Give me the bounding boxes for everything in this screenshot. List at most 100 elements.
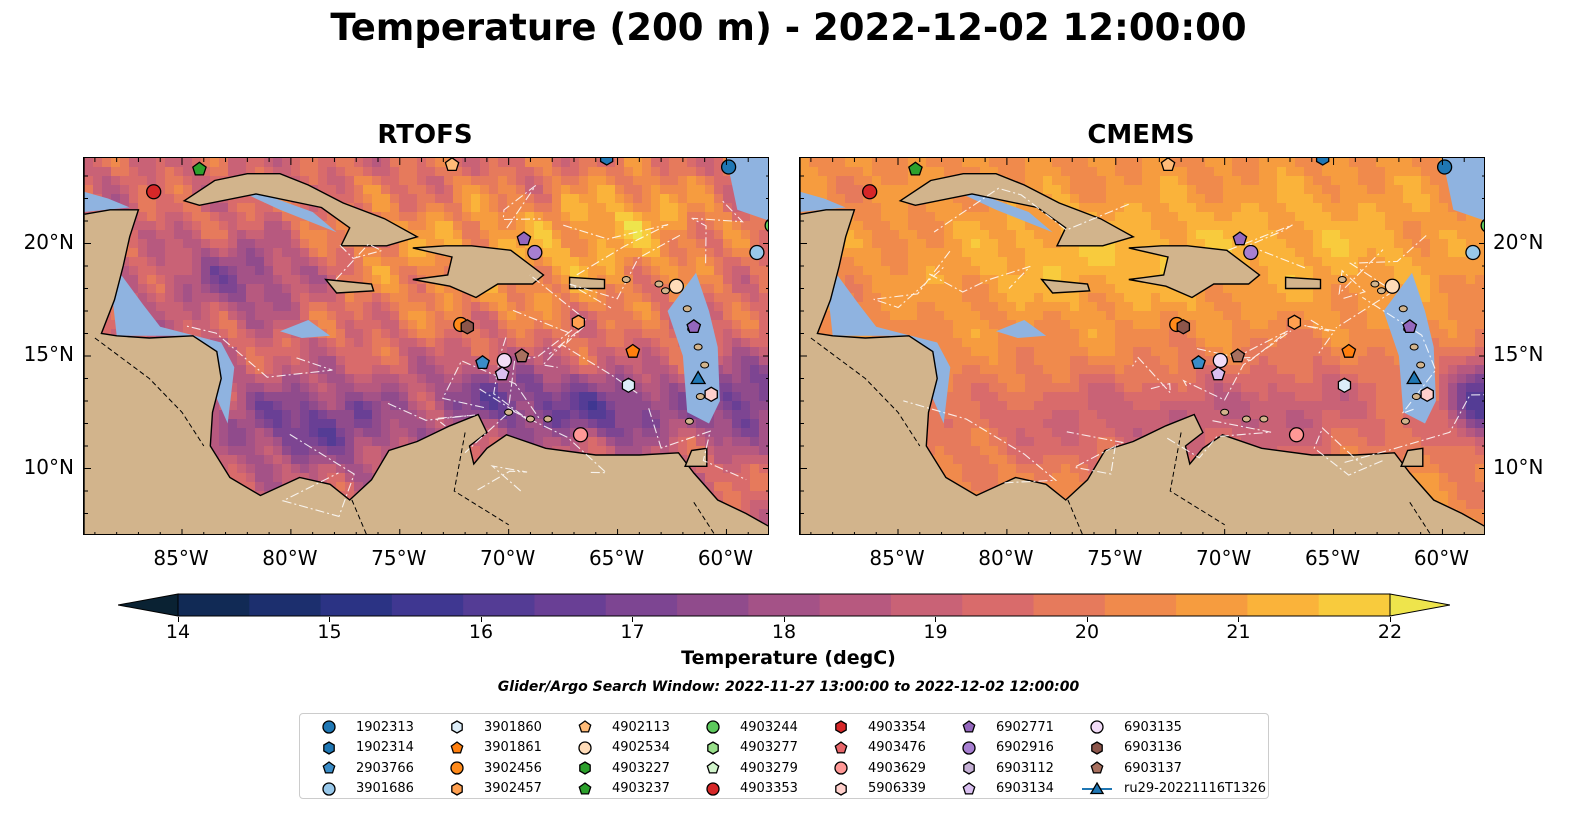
legend-item: 1902314 <box>314 738 414 758</box>
argo-float-marker[interactable] <box>1465 244 1481 261</box>
map-rtofs[interactable] <box>83 157 769 535</box>
argo-float-marker[interactable] <box>1315 158 1330 166</box>
legend-marker-icon <box>834 761 848 775</box>
legend-item: 6902916 <box>954 738 1054 758</box>
argo-float-marker[interactable] <box>1232 231 1248 246</box>
argo-float-marker[interactable] <box>686 318 702 334</box>
colorbar-tick-mark <box>1086 617 1088 622</box>
argo-float-marker[interactable] <box>146 184 162 200</box>
argo-float-marker[interactable] <box>1384 278 1401 294</box>
legend-marker-icon <box>322 761 336 774</box>
colorbar-extend-low <box>117 593 179 617</box>
argo-float-marker[interactable] <box>1480 219 1485 233</box>
argo-float-marker[interactable] <box>1402 318 1418 334</box>
legend-marker-icon <box>962 720 976 733</box>
argo-float-marker[interactable] <box>460 319 475 335</box>
argo-float-marker[interactable] <box>192 161 207 176</box>
legend-label: 6903137 <box>1124 760 1182 776</box>
legend-item: 3902457 <box>442 779 542 799</box>
colorbar-bin <box>890 594 963 616</box>
legend-item: 6903134 <box>954 779 1054 799</box>
legend-item: 4903244 <box>698 717 798 737</box>
lat-tick-label: 10°N <box>23 454 74 479</box>
legend-label: 4903277 <box>740 740 798 755</box>
legend-item: 3901860 <box>442 717 542 737</box>
legend-label: 2903766 <box>356 760 414 776</box>
argo-float-marker[interactable] <box>475 354 490 370</box>
legend-marker-icon <box>578 781 592 795</box>
legend-label: 3902456 <box>484 760 542 776</box>
legend-label: 1902313 <box>356 719 414 735</box>
lat-tick-label: 20°N <box>23 229 74 254</box>
argo-float-marker[interactable] <box>1287 314 1302 331</box>
argo-float-marker[interactable] <box>1436 159 1453 175</box>
argo-float-marker[interactable] <box>1191 354 1206 370</box>
legend-marker-icon <box>578 740 592 755</box>
argo-float-marker[interactable] <box>444 158 460 172</box>
argo-float-marker[interactable] <box>1212 352 1228 369</box>
argo-float-marker[interactable] <box>572 427 589 443</box>
colorbar-tick-label: 20 <box>1074 621 1100 643</box>
legend-item: 6903135 <box>1082 717 1182 737</box>
legend-label: 4903227 <box>612 760 670 776</box>
argo-float-marker[interactable] <box>1210 366 1226 381</box>
argo-float-marker[interactable] <box>1160 158 1176 172</box>
country-borders <box>810 337 1431 534</box>
argo-float-marker[interactable] <box>1176 319 1191 335</box>
argo-float-marker[interactable] <box>1337 377 1352 394</box>
argo-float-marker[interactable] <box>1243 244 1259 261</box>
colorbar-tick-mark <box>329 617 330 622</box>
legend-label: 1902314 <box>356 740 414 755</box>
lon-tick-label: 60°W <box>1413 546 1470 570</box>
argo-float-marker[interactable] <box>621 377 636 394</box>
argo-float-marker[interactable] <box>1288 427 1305 443</box>
float-markers <box>146 158 769 443</box>
glider-marker[interactable] <box>690 370 707 385</box>
colorbar-tick-mark <box>480 617 482 622</box>
argo-float-marker[interactable] <box>1341 343 1357 358</box>
colorbar-bin <box>962 594 1035 616</box>
argo-float-marker[interactable] <box>704 386 718 403</box>
legend-item: 6902771 <box>954 717 1054 737</box>
argo-float-marker[interactable] <box>527 244 543 261</box>
search-window-note: Glider/Argo Search Window: 2022-11-27 13… <box>497 679 1080 695</box>
argo-float-marker[interactable] <box>908 161 923 176</box>
panel-title-rtofs: RTOFS <box>377 120 473 150</box>
argo-float-marker[interactable] <box>1420 386 1434 403</box>
legend-marker-icon <box>579 761 591 775</box>
legend-marker-icon <box>707 740 719 755</box>
legend-marker-icon <box>578 720 592 733</box>
argo-float-marker[interactable] <box>862 184 878 200</box>
argo-float-marker[interactable] <box>749 244 765 261</box>
argo-float-marker[interactable] <box>599 158 614 166</box>
legend-item: 1902313 <box>314 717 414 737</box>
legend-item: 4903353 <box>698 779 798 799</box>
legend-item: 5906339 <box>826 779 926 799</box>
argo-float-marker[interactable] <box>668 278 685 294</box>
legend-label: 4903354 <box>868 719 926 735</box>
colorbar-tick-mark <box>632 617 633 622</box>
glider-marker[interactable] <box>1406 370 1423 385</box>
legend-marker-icon <box>450 761 464 775</box>
argo-float-marker[interactable] <box>1230 348 1246 363</box>
argo-float-marker[interactable] <box>494 366 510 381</box>
colorbar-bin <box>1176 594 1248 616</box>
argo-float-marker[interactable] <box>516 231 532 246</box>
colorbar-bar <box>117 593 1451 617</box>
colorbar-tick-label: 14 <box>165 621 191 643</box>
colorbar-tick-label: 16 <box>468 621 494 643</box>
lon-tick-label: 80°W <box>978 546 1034 570</box>
colorbar-bin <box>320 594 393 616</box>
argo-float-marker[interactable] <box>720 159 737 175</box>
colorbar-bin <box>1247 594 1320 616</box>
argo-float-marker[interactable] <box>571 314 586 331</box>
argo-float-marker[interactable] <box>625 343 641 358</box>
lat-tick-label: 20°N <box>1493 229 1544 254</box>
legend-label: 4903279 <box>740 760 798 776</box>
argo-float-marker[interactable] <box>764 219 769 233</box>
argo-float-marker[interactable] <box>496 352 512 369</box>
argo-float-marker[interactable] <box>514 348 530 363</box>
colorbar-bin <box>391 594 464 616</box>
legend-label: 4903353 <box>740 781 798 796</box>
map-cmems[interactable] <box>799 157 1485 535</box>
